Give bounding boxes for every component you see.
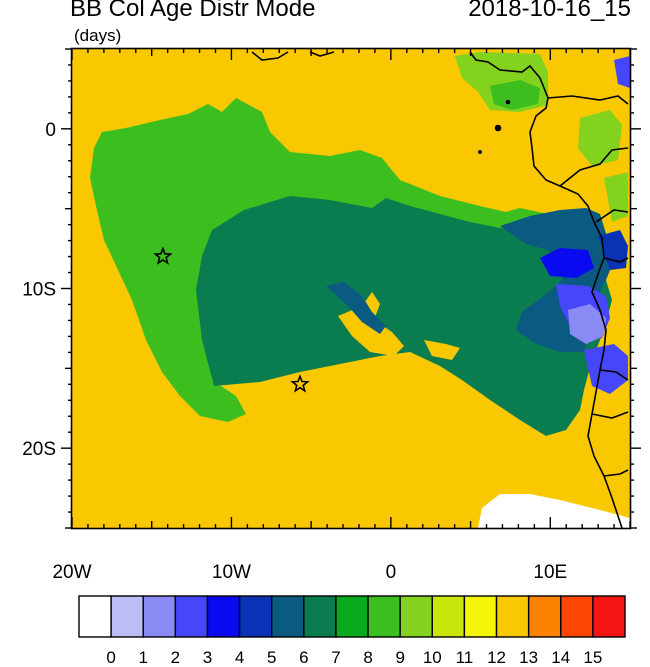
x-axis-labels: 20W 10W 0 10E [52, 562, 567, 583]
colorbar-swatch [527, 595, 562, 638]
field-patch-age-10-east [604, 172, 628, 222]
map-timestamp: 2018-10-16_15 [468, 0, 631, 22]
colorbar-swatch [303, 595, 337, 638]
field-region-age-7 [196, 196, 612, 436]
y-tick-label: 0 [45, 120, 56, 141]
x-tick-label: 0 [386, 562, 397, 583]
colorbar-label: 12 [487, 648, 506, 667]
colorbar-label: 13 [519, 648, 538, 667]
units-label: (days) [74, 26, 122, 45]
field-patch-age-3-north [614, 56, 630, 88]
colorbar-swatch [110, 595, 144, 638]
field-patch-age-5 [598, 230, 628, 270]
colorbar-swatch [206, 595, 241, 638]
x-tick-label: 10W [212, 562, 251, 583]
map-plot-area [72, 49, 630, 529]
y-axis-labels: 0 10S 20S [22, 120, 56, 460]
colorbar-swatch [142, 595, 177, 638]
coastline-west-africa [469, 51, 623, 529]
field-patch-age-9-north [490, 80, 540, 110]
border-line-1 [547, 95, 629, 105]
x-tick-label: 20W [52, 562, 91, 583]
colorbar-label: 3 [203, 648, 212, 667]
border-line-4 [603, 257, 629, 263]
colorbar [78, 595, 626, 638]
colorbar-swatch [271, 595, 305, 638]
colorbar-swatch [174, 595, 209, 638]
island [494, 124, 502, 132]
colorbar-label: 15 [583, 648, 602, 667]
colorbar-swatch [495, 595, 530, 638]
map-title: BB Col Age Distr Mode [70, 0, 316, 22]
border-line-5 [599, 369, 629, 381]
colorbar-label: 14 [551, 648, 570, 667]
border-line-6 [591, 411, 629, 419]
colorbar-swatch [78, 595, 112, 638]
field-patch-age-0 [478, 494, 630, 528]
colorbar-label: 9 [395, 648, 404, 667]
colorbar-label: 0 [106, 648, 115, 667]
colorbar-label: 6 [299, 648, 308, 667]
colorbar-swatch [367, 595, 401, 638]
colorbar-swatch [431, 595, 466, 638]
colorbar-label: 11 [456, 648, 474, 667]
x-tick-label: 10E [533, 562, 567, 583]
colorbar-label: 8 [363, 648, 372, 667]
y-tick-label: 20S [22, 439, 56, 460]
colorbar-swatch [463, 595, 498, 638]
colorbar-swatch [560, 595, 594, 638]
axis-ticks [61, 48, 641, 529]
colorbar-swatch [335, 595, 369, 638]
colorbar-label: 2 [171, 648, 180, 667]
border-line-8 [251, 51, 289, 61]
field-patch-age-2 [568, 304, 606, 344]
colorbar-swatch [592, 595, 626, 638]
island-2 [505, 99, 511, 105]
field-intrusion-age-13-2 [424, 340, 460, 360]
y-tick-label: 10S [22, 280, 56, 301]
colorbar-labels: 0 1 2 3 4 5 6 7 8 9 10 11 12 13 14 15 [106, 648, 602, 667]
colorbar-label: 10 [423, 648, 442, 667]
border-line-2 [559, 147, 629, 187]
colorbar-label: 4 [235, 648, 244, 667]
border-line-7 [603, 469, 629, 477]
colorbar-label: 1 [139, 648, 148, 667]
colorbar-swatch [238, 595, 273, 638]
island-3 [477, 150, 482, 155]
coastlines [251, 51, 629, 529]
border-line-3 [595, 209, 629, 223]
colorbar-swatch [399, 595, 433, 638]
field-region-age-9 [90, 98, 560, 422]
station-markers [153, 246, 310, 393]
star-marker-west [153, 246, 173, 265]
field-streak-age-6 [326, 282, 386, 334]
field-patch-age-3-south [584, 344, 628, 394]
star-marker-south [290, 374, 310, 393]
field-patch-age-4 [540, 248, 594, 278]
colorbar-label: 7 [331, 648, 340, 667]
border-line-9 [309, 51, 335, 57]
colorbar-label: 5 [267, 648, 276, 667]
